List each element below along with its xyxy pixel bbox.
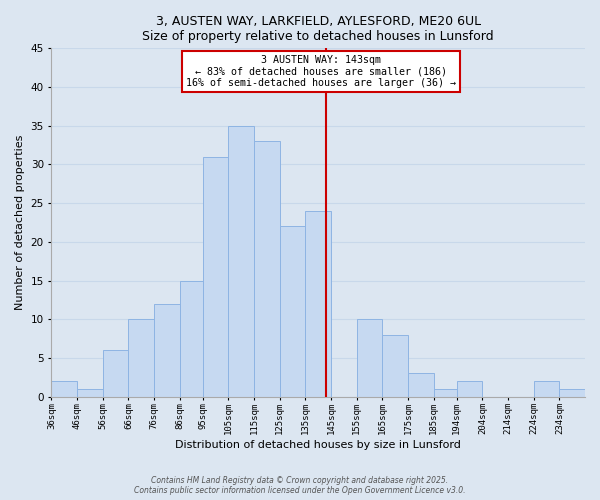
Text: Contains HM Land Registry data © Crown copyright and database right 2025.
Contai: Contains HM Land Registry data © Crown c… (134, 476, 466, 495)
Bar (382, 334, 408, 396)
Bar (305, 211, 331, 396)
Bar (154, 304, 180, 396)
X-axis label: Distribution of detached houses by size in Lunsford: Distribution of detached houses by size … (175, 440, 461, 450)
Bar (77, 389, 103, 396)
Bar (52, 381, 77, 396)
Title: 3, AUSTEN WAY, LARKFIELD, AYLESFORD, ME20 6UL
Size of property relative to detac: 3, AUSTEN WAY, LARKFIELD, AYLESFORD, ME2… (142, 15, 494, 43)
Bar (408, 374, 434, 396)
Bar (203, 156, 229, 396)
Bar (457, 381, 482, 396)
Bar (280, 226, 305, 396)
Text: 3 AUSTEN WAY: 143sqm
← 83% of detached houses are smaller (186)
16% of semi-deta: 3 AUSTEN WAY: 143sqm ← 83% of detached h… (186, 56, 456, 88)
Bar (128, 319, 154, 396)
Bar (254, 141, 280, 397)
Bar (434, 389, 457, 396)
Bar (356, 319, 382, 396)
Bar (103, 350, 128, 397)
Bar (559, 389, 585, 396)
Bar (180, 280, 203, 396)
Y-axis label: Number of detached properties: Number of detached properties (15, 135, 25, 310)
Bar (229, 126, 254, 396)
Bar (533, 381, 559, 396)
